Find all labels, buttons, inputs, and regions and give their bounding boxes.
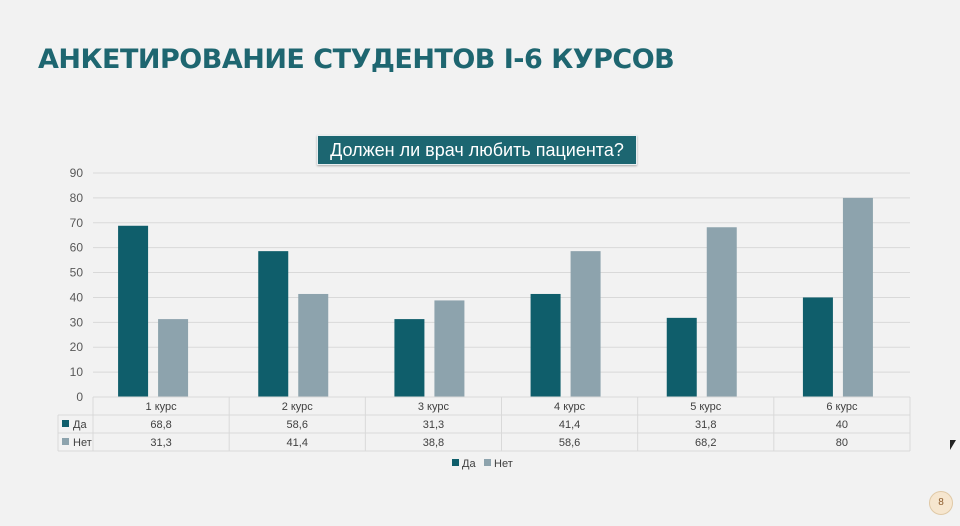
y-tick-label: 20	[70, 340, 84, 354]
legend-label: Да	[462, 458, 476, 470]
category-label: 3 курс	[418, 401, 450, 413]
bar-da	[118, 225, 149, 397]
y-tick-label: 50	[70, 266, 84, 280]
table-value: 31,3	[423, 419, 444, 431]
table-series-name: Да	[73, 419, 87, 431]
chart-title: Должен ли врач любить пациента?	[317, 135, 637, 165]
bar-da	[802, 297, 833, 397]
table-legend-key	[62, 438, 69, 445]
bar-net	[570, 251, 601, 397]
bar-net	[434, 300, 465, 397]
legend-label: Нет	[494, 458, 513, 470]
table-value: 80	[836, 437, 848, 449]
category-label: 6 курс	[826, 401, 858, 413]
bar-net	[706, 227, 737, 397]
y-tick-label: 0	[76, 390, 83, 404]
page-number-badge: 8	[929, 491, 953, 515]
bar-da	[258, 251, 289, 397]
y-tick-label: 30	[70, 315, 84, 329]
y-tick-label: 90	[70, 166, 84, 180]
category-label: 5 курс	[690, 401, 722, 413]
slide-title: АНКЕТИРОВАНИЕ СТУДЕНТОВ I-6 КУРСОВ	[38, 44, 675, 75]
table-value: 68,8	[150, 419, 171, 431]
y-tick-label: 10	[70, 365, 84, 379]
table-value: 58,6	[559, 437, 580, 449]
category-label: 1 курс	[146, 401, 178, 413]
table-series-name: Нет	[73, 437, 92, 449]
bar-net	[158, 319, 189, 397]
bar-da	[666, 317, 697, 397]
bar-da	[530, 293, 561, 397]
category-label: 4 курс	[554, 401, 586, 413]
y-tick-label: 40	[70, 290, 84, 304]
mouse-cursor-icon	[950, 440, 956, 450]
bar-net	[298, 293, 329, 397]
table-value: 58,6	[287, 419, 308, 431]
table-value: 68,2	[695, 437, 716, 449]
y-tick-label: 80	[70, 191, 84, 205]
table-value: 40	[836, 419, 848, 431]
y-tick-label: 70	[70, 216, 84, 230]
table-value: 31,8	[695, 419, 716, 431]
table-legend-key	[62, 420, 69, 427]
bar-net	[842, 197, 873, 397]
bar-da	[394, 319, 425, 397]
legend-key	[452, 459, 459, 466]
y-tick-label: 60	[70, 241, 84, 255]
table-value: 31,3	[150, 437, 171, 449]
table-value: 41,4	[287, 437, 308, 449]
table-value: 38,8	[423, 437, 444, 449]
table-value: 41,4	[559, 419, 580, 431]
category-label: 2 курс	[282, 401, 314, 413]
legend-key	[484, 459, 491, 466]
